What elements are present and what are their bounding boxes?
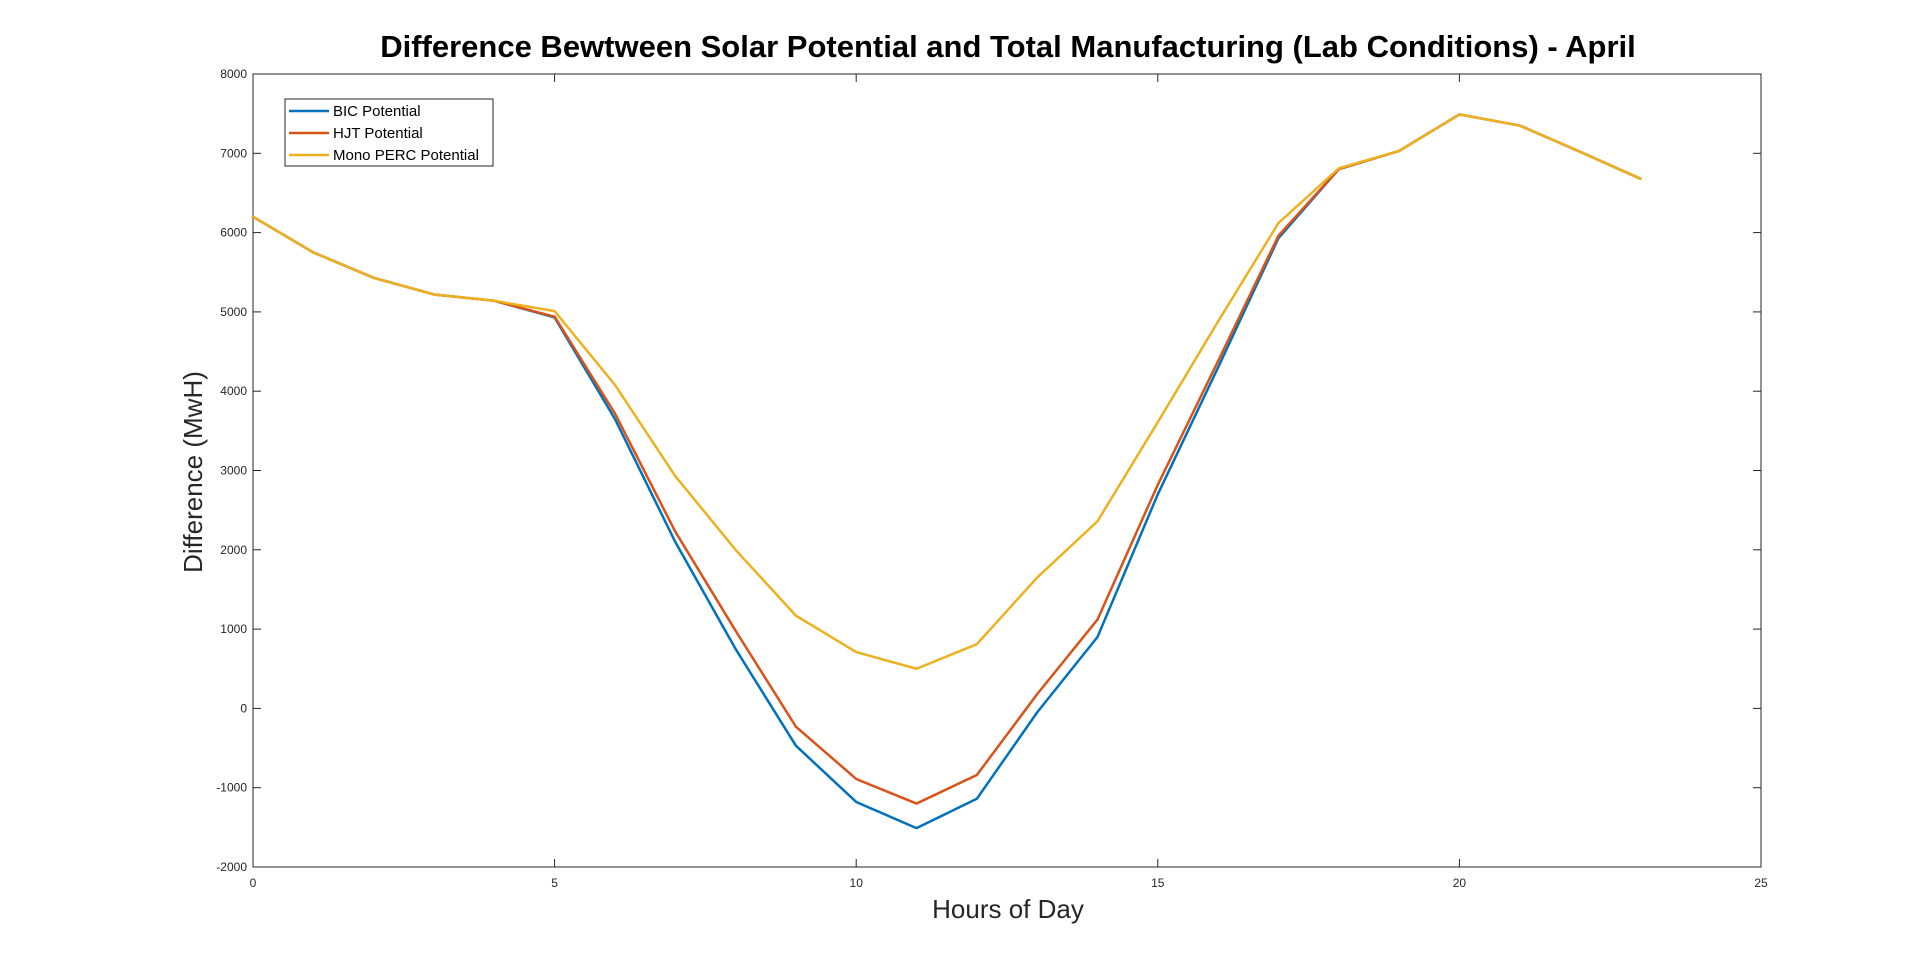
y-tick-label: 8000 <box>220 67 247 81</box>
y-axis-label: Difference (MwH) <box>178 371 208 573</box>
x-tick-label: 20 <box>1453 876 1467 890</box>
legend-entry: Mono PERC Potential <box>333 147 479 164</box>
legend-entry: HJT Potential <box>333 125 423 142</box>
series-line-bic-potential <box>251 113 1642 830</box>
chart-title: Difference Bewtween Solar Potential and … <box>380 29 1636 64</box>
plot-area <box>252 73 1762 868</box>
series-line-hjt-potential <box>251 113 1642 805</box>
x-tick-label: 5 <box>551 876 558 890</box>
series-lines <box>251 113 1642 830</box>
x-axis-label: Hours of Day <box>932 894 1084 924</box>
y-tick-label: -2000 <box>216 860 247 874</box>
axis-ticks: 0 5 10 15 20 25 -2000 -1000 0 1000 2000 3000 4000 500… <box>216 67 1768 890</box>
y-tick-label: 4000 <box>220 384 247 398</box>
series-line-mono-perc-potential <box>251 113 1642 670</box>
y-tick-label: 6000 <box>220 226 247 240</box>
x-tick-label: 10 <box>850 876 864 890</box>
legend-entry: BIC Potential <box>333 103 421 120</box>
legend: BIC Potential HJT Potential Mono PERC Pote… <box>284 98 494 167</box>
y-tick-label: 0 <box>240 701 247 715</box>
y-tick-label: 7000 <box>220 146 247 160</box>
x-tick-label: 0 <box>250 876 257 890</box>
y-tick-label: 2000 <box>220 543 247 557</box>
x-tick-label: 15 <box>1151 876 1165 890</box>
y-tick-label: -1000 <box>216 781 247 795</box>
x-tick-label: 25 <box>1754 876 1768 890</box>
y-tick-label: 3000 <box>220 464 247 478</box>
y-tick-label: 1000 <box>220 622 247 636</box>
y-tick-label: 5000 <box>220 305 247 319</box>
